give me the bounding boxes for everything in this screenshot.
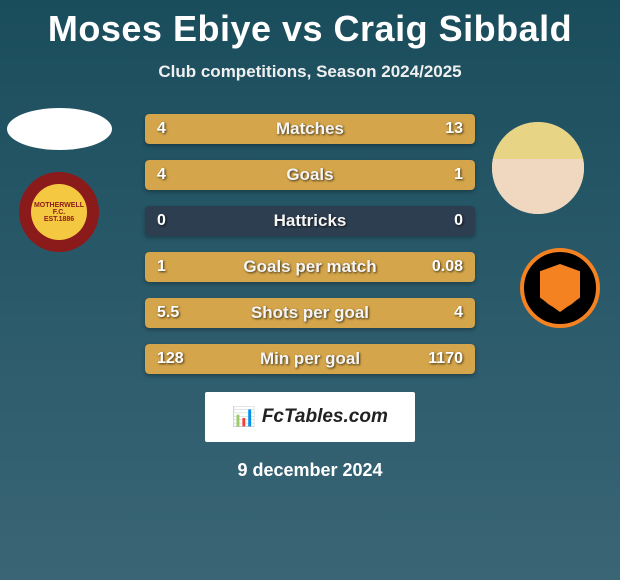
- comparison-panel: MOTHERWELLF.C.EST.1886 413Matches 41Goals…: [0, 114, 620, 481]
- stat-row: 41Goals: [145, 160, 475, 190]
- stat-label: Hattricks: [145, 211, 475, 231]
- subtitle: Club competitions, Season 2024/2025: [0, 62, 620, 82]
- club-crest-right: [520, 248, 600, 328]
- date-label: 9 december 2024: [0, 460, 620, 481]
- stat-row: 5.54Shots per goal: [145, 298, 475, 328]
- stat-row: 1281170Min per goal: [145, 344, 475, 374]
- player-right-avatar: [492, 122, 584, 214]
- page-title: Moses Ebiye vs Craig Sibbald: [0, 0, 620, 50]
- stat-row: 00Hattricks: [145, 206, 475, 236]
- stat-row: 10.08Goals per match: [145, 252, 475, 282]
- stat-bars: 413Matches 41Goals 00Hattricks 10.08Goals p…: [145, 114, 475, 374]
- stat-label: Min per goal: [145, 349, 475, 369]
- stat-label: Goals per match: [145, 257, 475, 277]
- stat-label: Shots per goal: [145, 303, 475, 323]
- stat-row: 413Matches: [145, 114, 475, 144]
- club-crest-left: MOTHERWELLF.C.EST.1886: [19, 172, 99, 252]
- player-left-avatar: [7, 108, 112, 150]
- chart-icon: 📊: [232, 405, 256, 429]
- logo-text: FcTables.com: [262, 406, 388, 428]
- stat-label: Goals: [145, 165, 475, 185]
- stat-label: Matches: [145, 119, 475, 139]
- fctables-logo: 📊 FcTables.com: [205, 392, 415, 442]
